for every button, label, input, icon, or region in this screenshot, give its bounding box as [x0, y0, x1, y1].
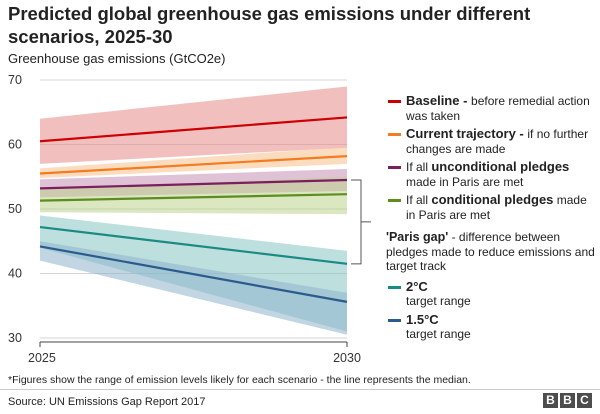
- median-line: [39, 178, 348, 190]
- range-band: [40, 86, 347, 164]
- legend-swatch: [388, 166, 401, 169]
- legend-item-name: unconditional pledges: [431, 159, 570, 174]
- legend-item-prefix: If all: [406, 193, 432, 207]
- legend-item: Baseline - before remedial action was ta…: [386, 93, 598, 123]
- paris-gap-bracket-line: [351, 179, 371, 265]
- bbc-logo-letter: B: [543, 393, 558, 408]
- bbc-logo-letter: B: [560, 393, 575, 408]
- legend-item-name: Baseline -: [406, 93, 472, 108]
- legend-swatch: [388, 285, 401, 289]
- x-tick-label: 2025: [28, 351, 56, 365]
- legend-item-desc: target range: [406, 294, 471, 308]
- bbc-logo: B B C: [543, 393, 592, 408]
- paris-gap-bracket: [351, 179, 371, 265]
- y-tick-label: 70: [8, 73, 22, 87]
- bbc-logo-letter: C: [577, 393, 592, 408]
- legend-swatch: [388, 133, 401, 136]
- legend-swatch: [388, 100, 401, 103]
- y-tick-label: 50: [8, 202, 22, 216]
- axis-labels: 30 40 50 60 70 2025 2030: [8, 73, 361, 365]
- y-tick-label: 30: [8, 331, 22, 345]
- legend-item-desc: made in Paris are met: [406, 174, 524, 189]
- median-line: [39, 155, 348, 175]
- legend-item-desc: target range: [406, 327, 471, 341]
- range-band: [40, 147, 347, 179]
- y-tick-label: 40: [8, 267, 22, 281]
- paris-gap-desc: - difference between pledges made to red…: [386, 230, 595, 273]
- legend-item: If all unconditional pledges made in Par…: [386, 159, 598, 189]
- divider: [0, 389, 600, 390]
- legend-item-desc: made in Paris are met: [406, 193, 587, 222]
- chart-title: Predicted global greenhouse gas emission…: [8, 3, 531, 47]
- footnote: *Figures show the range of emission leve…: [8, 374, 471, 386]
- legend-item-desc: if no further changes are made: [406, 127, 589, 156]
- legend-item: If all conditional pledges made in Paris…: [386, 192, 598, 222]
- legend-item: 1.5°C target range: [386, 311, 598, 342]
- median-line: [39, 225, 348, 265]
- y-tick-label: 60: [8, 138, 22, 152]
- median-line: [39, 245, 348, 303]
- source-note: Source: UN Emissions Gap Report 2017: [8, 396, 206, 408]
- legend-swatch: [388, 318, 401, 322]
- legend-item-name: 1.5°C: [406, 311, 439, 327]
- range-band: [40, 241, 347, 335]
- legend-item-name: Current trajectory -: [406, 126, 528, 141]
- median-line: [39, 193, 348, 202]
- median-lines: [39, 116, 348, 303]
- median-line: [39, 116, 348, 143]
- paris-gap-name: 'Paris gap': [386, 230, 449, 244]
- y-axis-label: Greenhouse gas emissions (GtCO2e): [8, 51, 226, 66]
- legend-item-name: 2°C: [406, 278, 428, 294]
- legend-item-desc: before remedial action was taken: [406, 94, 590, 123]
- legend-swatch: [388, 199, 401, 202]
- legend-item: Current trajectory - if no further chang…: [386, 126, 598, 156]
- x-tick-label: 2030: [333, 351, 361, 365]
- range-band: [40, 176, 347, 215]
- legend-item: 2°C target range: [386, 278, 598, 309]
- legend-item-prefix: If all: [406, 160, 432, 174]
- range-bands: [40, 86, 347, 335]
- paris-gap-note: 'Paris gap' - difference between pledges…: [386, 230, 598, 274]
- legend: Baseline - before remedial action was ta…: [386, 93, 598, 346]
- legend-item-name: conditional pledges: [431, 192, 554, 207]
